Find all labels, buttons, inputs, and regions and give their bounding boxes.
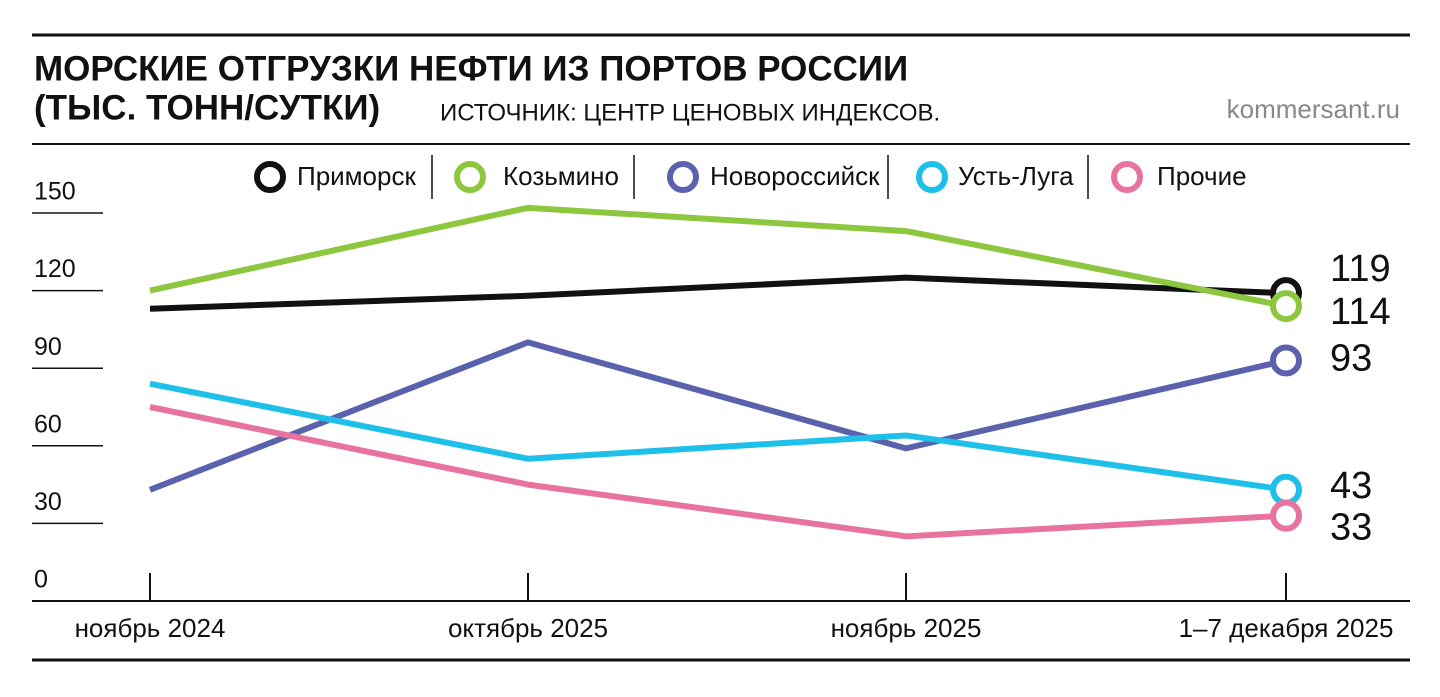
legend-marker bbox=[916, 161, 948, 193]
x-tick-label: 1–7 декабря 2025 bbox=[1179, 613, 1394, 643]
legend-label: Новороссийск bbox=[710, 161, 880, 191]
x-tick-label: октябрь 2025 bbox=[448, 613, 608, 643]
legend-label: Усть-Луга bbox=[958, 161, 1074, 191]
value-label: 119 bbox=[1330, 248, 1391, 290]
y-tick-label: 0 bbox=[34, 566, 48, 594]
value-label: 33 bbox=[1330, 507, 1372, 549]
chart-subtitle: (ТЫС. ТОНН/СУТКИ) bbox=[34, 88, 380, 127]
series-line bbox=[149, 204, 1287, 310]
legend-label: Прочие bbox=[1157, 161, 1247, 191]
end-marker bbox=[1270, 290, 1302, 323]
y-tick-label: 120 bbox=[34, 255, 76, 283]
value-label: 43 bbox=[1330, 465, 1372, 507]
legend-label: Козьмино bbox=[503, 161, 619, 191]
series-line bbox=[148, 339, 1287, 493]
x-tick-label: ноябрь 2024 bbox=[75, 613, 226, 643]
value-label: 93 bbox=[1330, 337, 1372, 379]
end-marker bbox=[1270, 344, 1302, 377]
chart-title: МОРСКИЕ ОТГРУЗКИ НЕФТИ ИЗ ПОРТОВ РОССИИ bbox=[34, 49, 908, 88]
end-marker bbox=[1270, 499, 1302, 532]
y-tick-label: 60 bbox=[34, 410, 62, 438]
legend-marker bbox=[454, 161, 486, 193]
end-marker bbox=[1270, 473, 1302, 506]
y-tick-label: 90 bbox=[34, 333, 62, 361]
legend-marker bbox=[1111, 161, 1143, 193]
x-tick-label: ноябрь 2025 bbox=[831, 613, 982, 643]
series-line bbox=[149, 380, 1287, 493]
value-label: 114 bbox=[1330, 291, 1391, 333]
legend-marker bbox=[254, 161, 286, 193]
legend-marker bbox=[667, 161, 699, 193]
source: ИСТОЧНИК: ЦЕНТР ЦЕНОВЫХ ИНДЕКСОВ. bbox=[440, 99, 940, 126]
series-line bbox=[149, 274, 1287, 312]
y-tick-label: 30 bbox=[34, 488, 62, 516]
legend-label: Приморск bbox=[297, 161, 416, 191]
credit: kommersant.ru bbox=[1227, 94, 1400, 124]
y-tick-label: 150 bbox=[34, 178, 76, 206]
series-line bbox=[149, 404, 1287, 540]
